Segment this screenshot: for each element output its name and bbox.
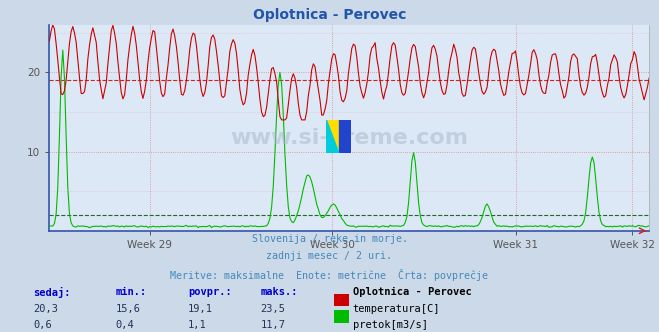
Text: pretok[m3/s]: pretok[m3/s] [353, 320, 428, 330]
Text: Slovenija / reke in morje.: Slovenija / reke in morje. [252, 234, 407, 244]
Text: www.si-vreme.com: www.si-vreme.com [230, 128, 469, 148]
Text: 23,5: 23,5 [260, 304, 285, 314]
Bar [326, 120, 339, 153]
Text: min.:: min.: [115, 287, 146, 297]
Text: 1,1: 1,1 [188, 320, 206, 330]
Text: 0,6: 0,6 [33, 320, 51, 330]
Bar [339, 120, 351, 153]
Text: 19,1: 19,1 [188, 304, 213, 314]
Text: sedaj:: sedaj: [33, 287, 71, 298]
Text: 15,6: 15,6 [115, 304, 140, 314]
Text: 11,7: 11,7 [260, 320, 285, 330]
Text: povpr.:: povpr.: [188, 287, 231, 297]
Text: 20,3: 20,3 [33, 304, 58, 314]
Text: Meritve: maksimalne  Enote: metrične  Črta: povprečje: Meritve: maksimalne Enote: metrične Črta… [171, 269, 488, 281]
Text: maks.:: maks.: [260, 287, 298, 297]
Text: Oplotnica - Perovec: Oplotnica - Perovec [253, 8, 406, 22]
Text: zadnji mesec / 2 uri.: zadnji mesec / 2 uri. [266, 251, 393, 261]
Polygon shape [326, 120, 339, 153]
Text: temperatura[C]: temperatura[C] [353, 304, 440, 314]
Text: 0,4: 0,4 [115, 320, 134, 330]
Text: Oplotnica - Perovec: Oplotnica - Perovec [353, 287, 471, 297]
